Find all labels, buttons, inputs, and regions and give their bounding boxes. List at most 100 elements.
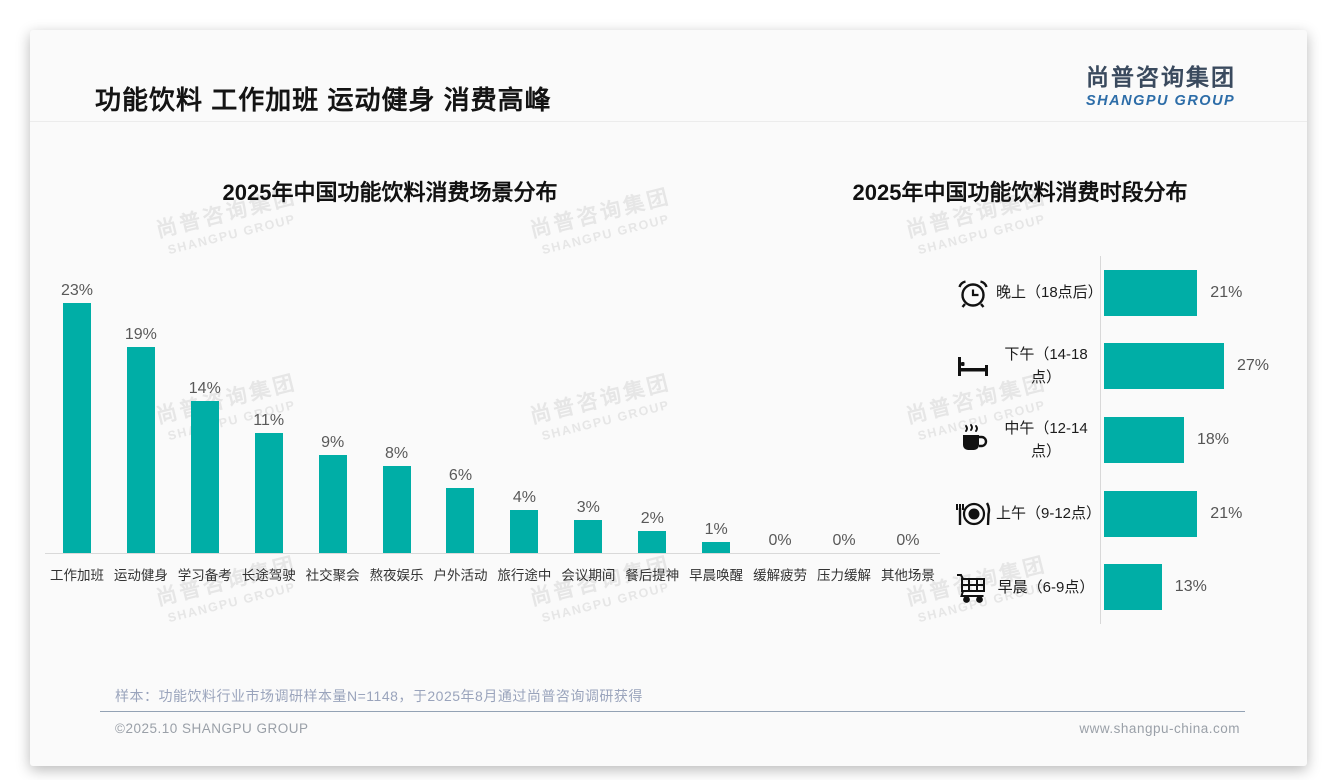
bar-cell: 27%: [1100, 329, 1302, 404]
bar-value-label: 18%: [1197, 430, 1230, 448]
chart-column: 1%: [684, 522, 748, 553]
watermark: 尚普咨询集团 SHANGPU GROUP: [514, 545, 690, 630]
category-label: 熬夜娱乐: [369, 568, 424, 583]
bar: [446, 487, 475, 553]
bar-value-label: 3%: [576, 499, 600, 517]
scene-chart-plot: 23% 19% 14% 11% 9% 8% 6% 4% 3% 2% 1% 0% 0% 0%: [45, 283, 940, 554]
bar: [1104, 490, 1198, 537]
bar-value-label: 4%: [512, 488, 536, 506]
time-chart-row: 中午（12-14点） 18%: [950, 403, 1302, 477]
bed-icon: [950, 348, 996, 384]
category-label: 旅行途中: [497, 568, 552, 583]
plate-cutlery-icon: [950, 496, 996, 532]
shopping-cart-icon: [950, 569, 996, 605]
bar-cell: 18%: [1100, 403, 1302, 477]
bar: [638, 531, 667, 553]
bar-value-label: 6%: [448, 466, 473, 484]
footer-bar: ©2025.10 SHANGPU GROUP www.shangpu-china…: [115, 721, 1240, 736]
category-label: 户外活动: [433, 568, 488, 583]
category-label: 早晨唤醒: [689, 568, 744, 583]
chart-column: 19%: [109, 325, 173, 553]
bar-cell: 21%: [1100, 256, 1302, 330]
bar-value-label: 11%: [253, 412, 285, 430]
sample-note: 样本：功能饮料行业市场调研样本量N=1148，于2025年8月通过尚普咨询调研获…: [115, 688, 643, 704]
bar-value-label: 27%: [1237, 357, 1270, 375]
bar: [510, 509, 539, 553]
scene-chart-title: 2025年中国功能饮料消费场景分布: [222, 180, 558, 205]
website-text: www.shangpu-china.com: [1079, 721, 1240, 736]
category-label: 社交聚会: [305, 568, 360, 583]
bar: [254, 433, 283, 553]
chart-column: 3%: [556, 500, 620, 553]
time-category-label: 晚上（18点后）: [996, 284, 1103, 302]
bar: [702, 542, 731, 553]
time-category-label: 中午（12-14点）: [1004, 419, 1088, 460]
bar-cell: 13%: [1100, 550, 1302, 624]
category-label: 运动健身: [113, 568, 168, 583]
bar: [1104, 564, 1162, 611]
chart-column: 6%: [429, 466, 493, 553]
chart-column: 0%: [812, 533, 876, 553]
chart-column: 23%: [45, 283, 109, 553]
bar-value-label: 21%: [1210, 504, 1243, 522]
time-chart-title: 2025年中国功能饮料消费时段分布: [852, 180, 1188, 205]
scene-chart-category-axis: 工作加班 运动健身 学习备考 长途驾驶 社交聚会 熬夜娱乐 户外活动 旅行途中 会议期间 餐后提神…: [45, 564, 940, 584]
chart-column: 0%: [876, 533, 940, 553]
bar-value-label: 0%: [768, 532, 792, 549]
bar-value-label: 19%: [124, 325, 157, 343]
brand-logo-chinese: 尚普咨询集团: [1086, 64, 1236, 90]
coffee-icon: [950, 422, 996, 458]
bar: [62, 303, 91, 553]
page-title: 功能饮料 工作加班 运动健身 消费高峰: [95, 85, 552, 115]
category-label: 压力缓解: [817, 568, 872, 583]
time-chart-row: 下午（14-18点） 27%: [950, 329, 1302, 404]
bar-value-label: 23%: [60, 282, 93, 299]
time-chart-row: 晚上（18点后） 21%: [950, 256, 1302, 330]
chart-column: 8%: [365, 446, 429, 553]
bar-value-label: 21%: [1210, 283, 1243, 301]
bar-cell: 21%: [1100, 476, 1302, 551]
bar-value-label: 8%: [385, 445, 409, 462]
time-chart-row: 早晨（6-9点） 13%: [950, 550, 1302, 624]
bar-value-label: 14%: [188, 379, 221, 397]
bar-value-label: 13%: [1174, 578, 1207, 596]
bar: [382, 466, 411, 553]
bar: [1104, 269, 1198, 316]
bar: [318, 455, 347, 553]
chart-column: 4%: [492, 488, 556, 553]
watermark-english: SHANGPU GROUP: [916, 211, 1048, 258]
alarm-clock-icon: [950, 275, 996, 311]
bar-value-label: 1%: [704, 521, 728, 539]
bar-value-label: 0%: [896, 532, 920, 549]
bar: [190, 400, 219, 553]
time-chart-plot: 晚上（18点后） 21% 下午（14-18点） 27% 中午（12-14点） 18% 上午（…: [950, 256, 1302, 624]
brand-logo-english: SHANGPU GROUP: [1086, 93, 1236, 109]
bar-value-label: 0%: [832, 532, 856, 549]
bar-value-label: 2%: [640, 510, 664, 528]
chart-column: 11%: [237, 413, 301, 553]
time-category-label: 早晨（6-9点）: [997, 578, 1095, 596]
bar-value-label: 9%: [321, 434, 345, 452]
category-label: 长途驾驶: [241, 568, 296, 583]
time-category-label: 下午（14-18点）: [1004, 346, 1088, 387]
header-divider: [30, 121, 1307, 122]
brand-logo: 尚普咨询集团 SHANGPU GROUP: [1086, 58, 1242, 109]
chart-column: 2%: [620, 511, 684, 553]
copyright-text: ©2025.10 SHANGPU GROUP: [115, 721, 309, 736]
slide-card: 尚普咨询集团 SHANGPU GROUP 尚普咨询集团 SHANGPU GROUP 尚普…: [30, 30, 1307, 766]
category-label: 餐后提神: [625, 568, 680, 583]
chart-column: 14%: [173, 379, 237, 553]
watermark-english: SHANGPU GROUP: [540, 211, 672, 258]
footer-divider: [100, 711, 1245, 712]
category-label: 工作加班: [49, 568, 104, 583]
category-label: 缓解疲劳: [753, 568, 808, 583]
bar: [574, 520, 603, 553]
time-chart-row: 上午（9-12点） 21%: [950, 476, 1302, 551]
category-label: 会议期间: [561, 568, 616, 583]
bar: [1104, 416, 1184, 463]
watermark-english: SHANGPU GROUP: [166, 211, 298, 258]
watermark: 尚普咨询集团 SHANGPU GROUP: [140, 545, 316, 630]
bar: [1104, 343, 1224, 390]
chart-column: 9%: [301, 435, 365, 553]
bar: [126, 346, 155, 553]
